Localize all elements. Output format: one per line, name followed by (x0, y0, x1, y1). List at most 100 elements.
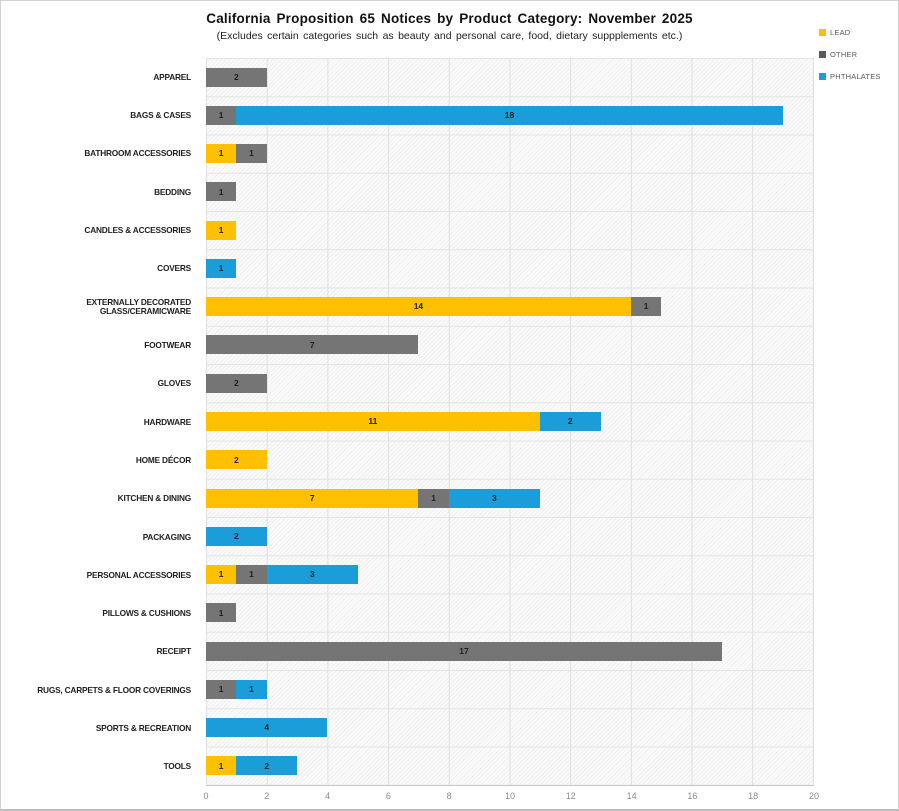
x-tick-label: 8 (446, 791, 452, 801)
value-label: 2 (233, 454, 239, 465)
stacked-bar: 2 (206, 373, 813, 393)
other-legend-swatch-icon (819, 51, 826, 58)
stacked-bar: 7 1 3 (206, 488, 813, 508)
category-row: 7 1 3 (206, 479, 813, 517)
bar-segment-phthalates: 2 (206, 526, 267, 546)
category-row: 1 18 (206, 96, 813, 134)
stacked-bar: 1 (206, 603, 813, 623)
bar-segment-other: 1 (418, 488, 449, 508)
bar-segment-other: 1 (206, 679, 237, 699)
x-tick-label: 20 (808, 791, 820, 801)
stacked-bar: 1 (206, 258, 813, 278)
x-tick-label: 16 (687, 791, 698, 801)
stacked-bar: 1 1 3 (206, 565, 813, 585)
value-label: 1 (431, 492, 436, 503)
lead-legend-swatch-icon (819, 29, 826, 36)
value-label: 1 (249, 684, 254, 695)
category-row: 1 (206, 249, 813, 287)
category-row: 2 (206, 517, 813, 555)
value-label: 1 (218, 186, 224, 197)
bar-segment-phthalates: 4 (206, 718, 328, 738)
value-label: 2 (567, 416, 573, 427)
stacked-bar: 7 (206, 335, 813, 355)
value-label: 1 (249, 148, 254, 159)
bar-segment-lead: 1 (206, 220, 237, 240)
bar-segment-lead: 1 (206, 144, 237, 164)
stacked-bar: 2 (206, 67, 813, 87)
value-label: 4 (264, 722, 270, 733)
stacked-bar: 1 18 (206, 105, 813, 125)
category-label: TOOLS (163, 761, 192, 772)
bar-segment-phthalates: 2 (236, 756, 298, 776)
category-label: RUGS, CARPETS & FLOOR COVERINGS (37, 684, 191, 695)
value-label: 3 (309, 569, 315, 580)
category-row: 14 1 (206, 288, 813, 326)
value-label: 1 (218, 263, 224, 274)
bar-segment-other: 7 (206, 335, 419, 355)
legend-label: PHTHALATES (830, 72, 881, 81)
category-row: 1 1 3 (206, 555, 813, 593)
plot-rows: 2 1 18 1 1 1 1 1 14 1 7 2 11 2 2 7 1 3 2 1 1 3 1 17 1 1 4 1 2 (206, 58, 813, 785)
plot-area: 2 1 18 1 1 1 1 1 14 1 7 2 11 2 2 7 1 3 2 1 1 3 1 17 1 1 4 1 2 (206, 58, 814, 786)
value-label: 1 (218, 110, 224, 121)
value-label: 3 (491, 492, 497, 503)
bar-segment-other: 1 (206, 182, 237, 202)
bar-segment-phthalates: 3 (448, 488, 540, 508)
value-label: 7 (309, 339, 315, 350)
value-label: 2 (233, 71, 239, 82)
value-label: 2 (233, 378, 239, 388)
value-label: 1 (218, 569, 224, 580)
value-label: 18 (504, 110, 515, 121)
category-row: 2 (206, 58, 813, 96)
stacked-bar: 14 1 (206, 297, 813, 317)
x-tick-label: 6 (385, 791, 391, 801)
bar-segment-lead: 14 (206, 297, 631, 317)
legend-item-phthalates: PHTHALATES (819, 72, 897, 81)
stacked-bar: 11 2 (206, 412, 813, 432)
category-label: HOME DÉCOR (135, 454, 191, 465)
bar-segment-lead: 1 (206, 565, 237, 585)
category-row: 2 (206, 441, 813, 479)
category-labels-column: APPAREL BAGS & CASES BATHROOM ACCESSORIES B… (1, 58, 199, 786)
phthalates-legend-swatch-icon (819, 73, 826, 80)
chart-subtitle: (Excludes certain categories such as bea… (216, 30, 683, 42)
value-label: 17 (459, 645, 469, 656)
bar-segment-lead: 2 (206, 450, 267, 470)
bar-segment-phthalates: 18 (236, 105, 783, 125)
value-label: 1 (643, 301, 649, 312)
chart-title: California Proposition 65 Notices by Pro… (206, 11, 693, 26)
value-label: 14 (413, 301, 424, 312)
value-label: 7 (309, 492, 315, 503)
bar-segment-lead: 7 (206, 488, 419, 508)
bar-segment-phthalates: 1 (236, 679, 267, 699)
category-row: 17 (206, 632, 813, 670)
value-label: 1 (218, 224, 224, 235)
stacked-bar: 2 (206, 526, 813, 546)
category-row: 1 (206, 211, 813, 249)
bar-segment-lead: 1 (206, 756, 237, 776)
category-label: BEDDING (154, 186, 191, 197)
stacked-bar: 4 (206, 718, 813, 738)
value-label: 1 (249, 569, 254, 580)
legend-item-other: OTHER (819, 50, 897, 59)
category-label: APPAREL (153, 71, 191, 82)
legend: LEAD OTHER PHTHALATES (819, 28, 897, 94)
value-label: 1 (218, 684, 224, 695)
category-label: PACKAGING (142, 531, 191, 542)
category-label: PILLOWS & CUSHIONS (102, 608, 191, 619)
bar-segment-other: 1 (236, 144, 267, 164)
category-label: BATHROOM ACCESSORIES (84, 148, 191, 159)
category-label: EXTERNALLY DECORATED GLASS/CERAMICWARE (86, 297, 191, 317)
bar-segment-phthalates: 1 (206, 258, 237, 278)
legend-label: LEAD (830, 28, 851, 37)
category-label: PERSONAL ACCESSORIES (86, 569, 192, 580)
legend-item-lead: LEAD (819, 28, 897, 37)
category-label: RECEIPT (156, 646, 191, 657)
bar-segment-other: 2 (206, 373, 267, 393)
value-label: 2 (233, 531, 239, 542)
